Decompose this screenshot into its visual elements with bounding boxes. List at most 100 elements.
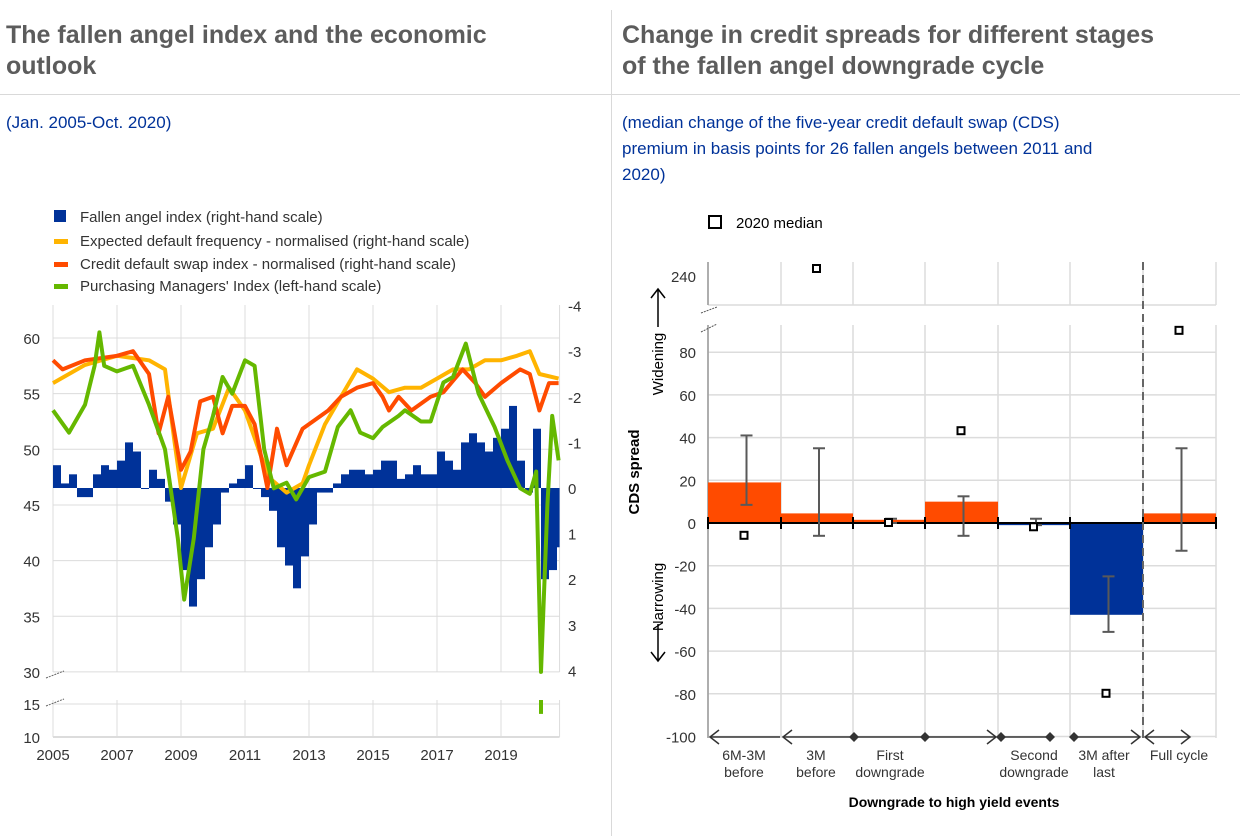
- fallen-angel-bar: [93, 474, 101, 488]
- fallen-angel-bar: [421, 474, 429, 488]
- fallen-angel-bar: [325, 488, 333, 493]
- fallen-angel-bar: [461, 442, 469, 488]
- cds-line: [51, 349, 559, 490]
- fallen-angel-bar: [445, 460, 453, 488]
- fallen-angel-bar: [549, 488, 557, 571]
- fallen-angel-bar: [437, 451, 445, 488]
- fallen-angel-bar: [341, 474, 349, 488]
- arrow-head-right-icon: [1180, 729, 1192, 745]
- axis-break-mark: [45, 698, 65, 707]
- median-2020-marker: [1029, 522, 1038, 532]
- fallen-angel-bar: [253, 488, 261, 489]
- fallen-angel-bar: [357, 469, 365, 488]
- fallen-angel-bar: [429, 474, 437, 488]
- category-label: downgrade: [855, 764, 924, 780]
- left-axis-tick: 50: [23, 442, 40, 459]
- fallen-angel-bar: [557, 488, 560, 548]
- cds-bar: [781, 513, 853, 523]
- diamond-marker-icon: [849, 732, 859, 742]
- header-divider: [0, 94, 1240, 95]
- axis-break-mark: [700, 306, 718, 314]
- category-label: 3M: [806, 747, 825, 763]
- median-2020-marker: [1174, 325, 1184, 335]
- cds-bar: [925, 501, 998, 523]
- x-axis-tick: 2017: [420, 747, 453, 764]
- right-axis-tick: -1: [568, 435, 581, 452]
- left-axis-tick: 55: [23, 387, 40, 404]
- fallen-angel-bar: [389, 460, 397, 488]
- y-axis-tick: 20: [679, 473, 696, 490]
- fallen-angel-bar: [365, 474, 373, 488]
- category-label: First: [876, 747, 903, 763]
- right-axis-tick: -4: [568, 299, 581, 316]
- right-axis-tick: -3: [568, 344, 581, 361]
- y-axis-tick: -40: [674, 601, 696, 618]
- category-label: before: [796, 764, 836, 780]
- left-axis-tick: 10: [23, 730, 40, 747]
- fallen-angel-bar: [517, 460, 525, 488]
- median-2020-marker: [739, 530, 749, 540]
- fallen-angel-bar: [173, 488, 181, 525]
- y-axis-tick: 80: [679, 345, 696, 362]
- left-axis-tick: 40: [23, 554, 40, 571]
- fallen-angel-bar: [85, 488, 93, 498]
- cds-bar: [1143, 513, 1216, 523]
- left-axis-tick: 60: [23, 331, 40, 348]
- x-axis-tick: 2015: [356, 747, 389, 764]
- category-label: Full cycle: [1150, 747, 1209, 763]
- right-chart-title: Change in credit spreads for different s…: [622, 21, 1155, 80]
- fallen-angel-bar: [205, 488, 213, 548]
- right-axis-tick: 3: [568, 618, 576, 635]
- diamond-marker-icon: [996, 732, 1006, 742]
- narrowing-label: Narrowing: [650, 563, 667, 631]
- y-axis-tick: -100: [666, 730, 696, 747]
- diamond-marker-icon: [1045, 732, 1055, 742]
- fallen-angel-bar: [485, 451, 493, 488]
- fallen-angel-bar: [349, 469, 357, 488]
- category-label: 6M-3M: [722, 747, 766, 763]
- left-chart-subtitle: (Jan. 2005-Oct. 2020): [6, 113, 172, 132]
- diamond-marker-icon: [920, 732, 930, 742]
- arrow-head-right-icon: [1130, 729, 1142, 745]
- legend-swatch-line: [54, 284, 68, 289]
- fallen-angel-bar: [509, 405, 517, 488]
- y-axis-tick: 40: [679, 431, 696, 448]
- fallen-angel-bar: [181, 488, 189, 571]
- legend-swatch-line: [54, 239, 68, 244]
- fallen-angel-bar: [285, 488, 293, 566]
- fallen-angel-bar: [405, 474, 413, 488]
- axis-break-mark: [45, 670, 65, 679]
- fallen-angel-bar: [245, 465, 253, 488]
- fallen-angel-bar: [477, 442, 485, 488]
- legend-label: 2020 median: [736, 215, 823, 232]
- right-axis-tick: 0: [568, 481, 576, 498]
- y-axis-tick: -20: [674, 559, 696, 576]
- right-chart-subtitle: (median change of the five-year credit d…: [622, 113, 1093, 184]
- fallen-angel-bar: [141, 488, 149, 489]
- widening-label: Widening: [650, 333, 667, 396]
- widening-arrow-icon: [650, 287, 666, 327]
- fallen-angel-bar: [373, 469, 381, 488]
- cds-bar: [708, 482, 781, 523]
- cds-bar: [1070, 523, 1143, 615]
- fallen-angel-bar: [453, 469, 461, 488]
- fallen-angel-bar: [165, 488, 173, 502]
- fallen-angel-bar: [493, 437, 501, 488]
- legend-label: Expected default frequency - normalised …: [80, 233, 469, 250]
- fallen-angel-bar: [213, 488, 221, 525]
- x-axis-tick: 2011: [229, 747, 261, 764]
- x-axis-tick: 2005: [36, 747, 69, 764]
- left-axis-tick: 45: [23, 498, 40, 515]
- fallen-angel-bar: [261, 488, 269, 498]
- left-axis-tick: 15: [23, 697, 40, 714]
- fallen-angel-bar: [301, 488, 309, 557]
- fallen-angel-bar: [277, 488, 285, 548]
- fallen-angel-bar: [293, 488, 301, 589]
- fallen-angel-bar: [221, 488, 229, 493]
- fallen-angel-bar: [533, 428, 541, 488]
- x-axis-tick: 2009: [164, 747, 197, 764]
- pmi-line: [51, 330, 561, 674]
- y-axis-tick: 240: [671, 269, 696, 286]
- category-label: 3M after: [1078, 747, 1130, 763]
